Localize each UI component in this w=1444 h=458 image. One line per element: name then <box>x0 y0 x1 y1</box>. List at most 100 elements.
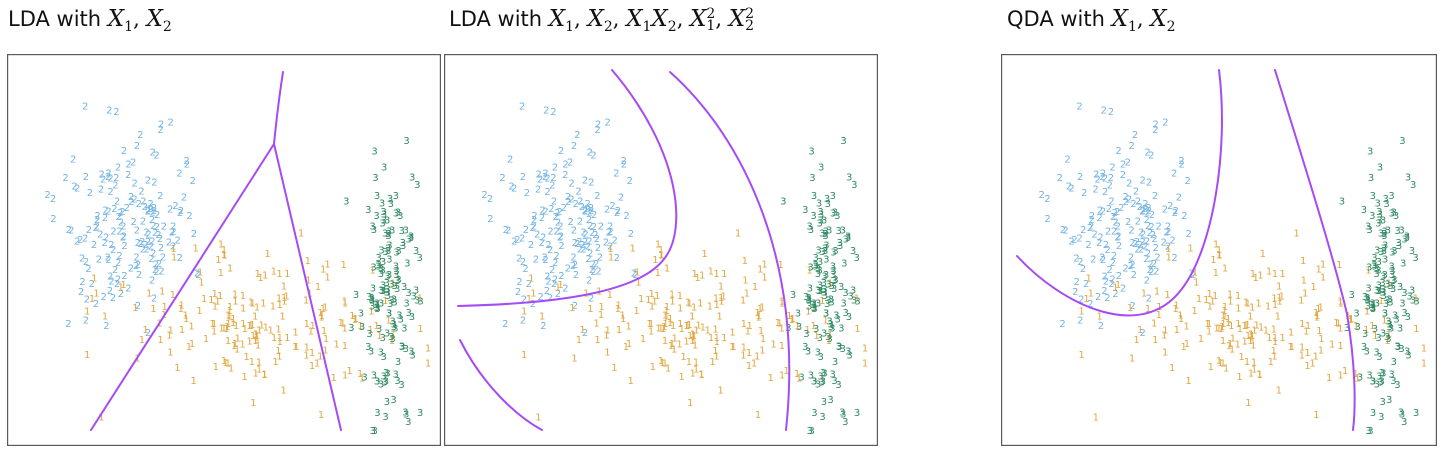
data-point-class-1: 1 <box>277 337 283 348</box>
data-point-class-2: 2 <box>103 321 109 332</box>
data-point-class-3: 3 <box>388 332 394 343</box>
data-point-class-2: 2 <box>574 239 580 250</box>
data-point-class-2: 2 <box>558 241 564 252</box>
data-point-class-1: 1 <box>1127 303 1133 314</box>
data-point-class-2: 2 <box>586 215 592 226</box>
data-point-class-1: 1 <box>221 323 227 334</box>
data-point-class-3: 3 <box>378 264 384 275</box>
data-point-class-3: 3 <box>1380 369 1386 380</box>
data-point-class-1: 1 <box>186 342 192 353</box>
data-point-class-1: 1 <box>324 272 330 283</box>
data-point-class-1: 1 <box>1237 324 1243 335</box>
data-point-class-3: 3 <box>807 262 813 273</box>
data-point-class-2: 2 <box>1090 254 1096 265</box>
data-point-class-1: 1 <box>1220 336 1226 347</box>
data-point-class-2: 2 <box>587 207 593 218</box>
data-point-class-2: 2 <box>1146 178 1152 189</box>
data-point-class-2: 2 <box>1145 248 1151 259</box>
data-point-class-2: 2 <box>124 203 130 214</box>
data-point-class-3: 3 <box>388 279 394 290</box>
data-point-class-2: 2 <box>589 265 595 276</box>
data-point-class-2: 2 <box>585 254 591 265</box>
data-point-class-3: 3 <box>830 248 836 259</box>
data-point-class-2: 2 <box>1130 199 1136 210</box>
data-point-class-2: 2 <box>107 286 113 297</box>
data-point-class-1: 1 <box>649 289 655 300</box>
data-point-class-3: 3 <box>840 136 846 147</box>
data-point-class-3: 3 <box>823 309 829 320</box>
data-point-class-2: 2 <box>618 192 624 203</box>
data-point-class-2: 2 <box>542 172 548 183</box>
data-point-class-1: 1 <box>779 323 785 334</box>
data-point-class-1: 1 <box>689 312 695 323</box>
data-point-class-1: 1 <box>1133 335 1139 346</box>
data-point-class-2: 2 <box>116 226 122 237</box>
data-point-class-2: 2 <box>91 240 97 251</box>
data-point-class-2: 2 <box>177 208 183 219</box>
data-point-class-3: 3 <box>819 412 825 423</box>
data-point-class-3: 3 <box>411 292 417 303</box>
data-point-class-1: 1 <box>658 356 664 367</box>
data-point-class-1: 1 <box>1191 306 1197 317</box>
data-point-class-2: 2 <box>1140 206 1146 217</box>
data-point-class-3: 3 <box>390 395 396 406</box>
data-point-class-1: 1 <box>1204 319 1210 330</box>
data-point-class-1: 1 <box>1244 357 1250 368</box>
data-point-class-2: 2 <box>1080 225 1086 236</box>
data-point-class-1: 1 <box>1086 273 1092 284</box>
data-point-class-1: 1 <box>270 302 276 313</box>
data-point-class-3: 3 <box>824 194 830 205</box>
data-point-class-3: 3 <box>811 377 817 388</box>
data-point-class-2: 2 <box>582 230 588 241</box>
data-point-class-3: 3 <box>811 303 817 314</box>
data-point-class-1: 1 <box>1220 319 1226 330</box>
data-point-class-2: 2 <box>1153 267 1159 278</box>
data-point-class-3: 3 <box>817 280 823 291</box>
data-point-class-1: 1 <box>221 245 227 256</box>
data-point-class-1: 1 <box>1353 321 1359 332</box>
plot-frame <box>444 54 878 446</box>
data-point-class-3: 3 <box>370 284 376 295</box>
data-point-class-2: 2 <box>157 191 163 202</box>
data-point-class-1: 1 <box>680 352 686 363</box>
data-point-class-3: 3 <box>392 281 398 292</box>
data-point-class-1: 1 <box>317 352 323 363</box>
data-point-class-3: 3 <box>378 269 384 280</box>
data-point-class-1: 1 <box>651 297 657 308</box>
data-point-class-1: 1 <box>1112 283 1118 294</box>
data-point-class-1: 1 <box>712 325 718 336</box>
data-point-class-1: 1 <box>1384 336 1390 347</box>
math-variable: X <box>587 6 604 32</box>
data-point-class-3: 3 <box>401 282 407 293</box>
data-point-class-2: 2 <box>120 222 126 233</box>
data-point-class-2: 2 <box>588 178 594 189</box>
data-point-class-3: 3 <box>378 246 384 257</box>
data-point-class-2: 2 <box>120 207 126 218</box>
data-point-class-1: 1 <box>779 299 785 310</box>
data-point-class-3: 3 <box>379 198 385 209</box>
data-point-class-2: 2 <box>520 257 526 268</box>
data-point-class-1: 1 <box>252 312 258 323</box>
data-point-class-3: 3 <box>1353 309 1359 320</box>
data-point-class-2: 2 <box>168 118 174 129</box>
data-point-class-2: 2 <box>1076 102 1082 113</box>
data-point-class-2: 2 <box>1102 272 1108 283</box>
data-point-class-2: 2 <box>542 255 548 266</box>
data-point-class-3: 3 <box>399 342 405 353</box>
panel-title-qda: QDA with X1, X2 <box>1007 6 1176 35</box>
data-point-class-3: 3 <box>404 259 410 270</box>
data-point-class-2: 2 <box>1165 227 1171 238</box>
data-point-class-3: 3 <box>387 299 393 310</box>
data-point-class-1: 1 <box>1228 321 1234 332</box>
data-point-class-2: 2 <box>114 279 120 290</box>
data-point-class-1: 1 <box>714 333 720 344</box>
data-point-class-2: 2 <box>621 160 627 171</box>
data-point-class-2: 2 <box>148 254 154 265</box>
data-point-class-1: 1 <box>1210 255 1216 266</box>
data-point-class-3: 3 <box>854 253 860 264</box>
data-point-class-2: 2 <box>1064 155 1070 166</box>
data-point-class-1: 1 <box>248 321 254 332</box>
data-point-class-1: 1 <box>182 310 188 321</box>
data-point-class-1: 1 <box>253 330 259 341</box>
data-point-class-2: 2 <box>1181 211 1187 222</box>
